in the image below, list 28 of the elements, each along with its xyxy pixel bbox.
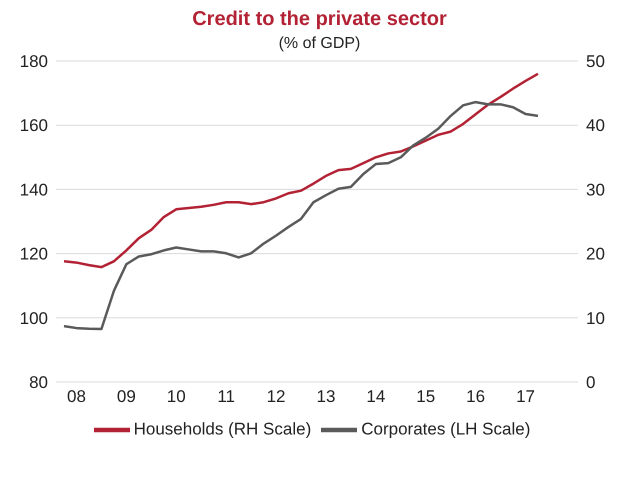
x-tick-label: 17: [516, 387, 535, 406]
chart-title: Credit to the private sector: [191, 8, 448, 31]
chart-subtitle: (% of GDP): [278, 35, 362, 53]
y2-tick-label: 10: [586, 308, 605, 328]
line-series: [62, 100, 540, 330]
x-tick-label: 09: [116, 387, 136, 406]
line-series: [62, 72, 540, 268]
y-tick-label: 180: [20, 52, 48, 72]
x-tick-label: 13: [316, 387, 336, 406]
x-tick-label: 11: [217, 387, 235, 406]
y-tick-label: 80: [29, 373, 48, 392]
y2-tick-label: 40: [586, 116, 605, 136]
y-tick-label: 140: [20, 180, 48, 200]
y2-tick-label: 0: [586, 373, 596, 392]
y2-tick-label: 20: [586, 244, 605, 264]
x-tick-label: 12: [266, 387, 286, 406]
x-tick-label: 15: [416, 387, 436, 406]
y2-tick-label: 30: [586, 180, 605, 200]
legend-label: Corporates (LH Scale): [361, 419, 530, 438]
x-tick-label: 14: [366, 387, 386, 406]
legend-label: Households (RH Scale): [134, 419, 312, 438]
x-tick-label: 10: [166, 387, 186, 406]
x-tick-label: 16: [466, 387, 486, 406]
x-tick-label: 08: [67, 387, 86, 406]
y-tick-label: 120: [20, 244, 48, 264]
y-tick-label: 100: [20, 308, 48, 328]
y-tick-label: 160: [20, 116, 48, 136]
y2-tick-label: 50: [586, 52, 605, 72]
